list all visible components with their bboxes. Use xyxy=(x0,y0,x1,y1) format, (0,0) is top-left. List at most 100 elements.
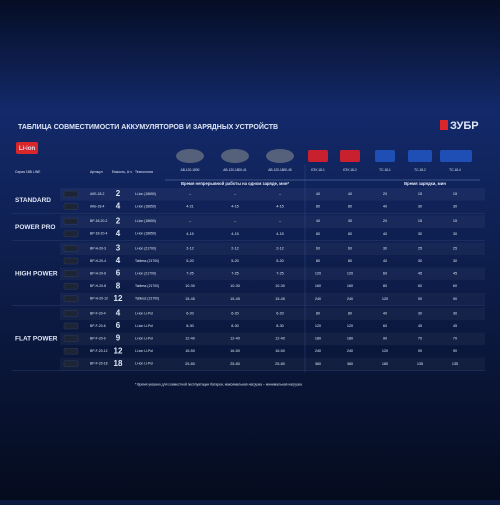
row-band xyxy=(60,188,485,201)
battery-icon xyxy=(63,245,79,252)
capacity: 4 xyxy=(116,202,121,211)
battery-icon xyxy=(63,190,79,198)
capacity: 3 xyxy=(116,244,121,253)
cell: 120 xyxy=(315,272,321,276)
row-band xyxy=(60,242,485,255)
technology: Li-ion (18650) xyxy=(135,204,156,208)
article: ВР-18-20-4 xyxy=(90,232,107,236)
capacity: 2 xyxy=(116,189,121,198)
battery-icon xyxy=(63,335,79,342)
cell: 12-40 xyxy=(185,337,195,341)
cell: 8-30 xyxy=(186,324,194,328)
cell: 6-20 xyxy=(231,311,239,315)
cell: – xyxy=(234,192,237,196)
cell: 4-15 xyxy=(231,205,239,209)
cell: 160 xyxy=(315,284,321,288)
group-name: POWER PRO xyxy=(15,224,55,231)
capacity: 4 xyxy=(116,309,121,318)
column-header: ТС-18-2 xyxy=(414,168,426,172)
cell: 7-25 xyxy=(231,272,239,276)
cell: 2-12 xyxy=(231,246,239,250)
cell: 180 xyxy=(382,362,388,366)
article: ВР-F-20-18 xyxy=(90,362,108,366)
cell: 7-25 xyxy=(186,272,194,276)
cell: 180 xyxy=(347,337,353,341)
cell: 2-12 xyxy=(186,246,194,250)
cell: 90 xyxy=(383,337,387,341)
capacity: 2 xyxy=(116,216,121,225)
cell: 90 xyxy=(453,297,457,301)
cell: 6-20 xyxy=(276,311,284,315)
cell: 80 xyxy=(316,259,320,263)
technology: Li-ion (21700) xyxy=(135,271,156,275)
cell: 10-30 xyxy=(230,284,240,288)
battery-icon xyxy=(63,270,79,277)
column-header: Технология xyxy=(135,170,153,174)
column-header: ТС-18-4 xyxy=(449,168,461,172)
cell: 15 xyxy=(453,192,457,196)
row-band xyxy=(60,267,485,281)
cell: 160 xyxy=(347,284,353,288)
cell: 240 xyxy=(347,349,353,353)
cell: 16-50 xyxy=(230,349,240,353)
cell: 25-80 xyxy=(230,362,240,366)
tool-images xyxy=(176,149,472,163)
brand: ЗУБР xyxy=(450,120,479,132)
cell: 12-40 xyxy=(275,337,285,341)
column-header: EЗУ-18-2 xyxy=(343,168,357,172)
column-header: ТС-18-1 xyxy=(379,168,391,172)
technology: Li-ion (18650) xyxy=(135,232,156,236)
technology: Tabless (21700) xyxy=(135,284,159,288)
cell: 15 xyxy=(418,219,422,223)
footnote: * Время указано для совместной эксплуата… xyxy=(135,382,302,386)
capacity: 6 xyxy=(116,269,121,278)
cell: 120 xyxy=(382,349,388,353)
battery-icon xyxy=(63,360,79,367)
article: ВР-F-20-4 xyxy=(90,311,106,315)
cell: 135 xyxy=(452,362,458,366)
cell: 16-50 xyxy=(275,349,285,353)
cell: 15 xyxy=(418,192,422,196)
cell: 120 xyxy=(347,324,353,328)
column-header: AB-120-1800 xyxy=(181,168,200,172)
cell: 40 xyxy=(383,205,387,209)
cell: 30 xyxy=(383,246,387,250)
cell: 25 xyxy=(418,246,422,250)
group-name: FLAT POWER xyxy=(15,335,58,342)
badge-bg xyxy=(16,142,38,154)
capacity: 12 xyxy=(114,294,123,303)
cell: – xyxy=(279,192,282,196)
cell: 16-50 xyxy=(185,349,195,353)
battery-icon xyxy=(63,295,79,302)
cell: 45 xyxy=(453,324,457,328)
column-header: AB-120-1800-45 xyxy=(268,168,292,172)
cell: 15-45 xyxy=(185,297,195,301)
battery-icon xyxy=(63,203,79,210)
cell: 80 xyxy=(316,311,320,315)
capacity: 12 xyxy=(114,346,123,355)
cell: 40 xyxy=(383,259,387,263)
cell: 120 xyxy=(382,297,388,301)
column-header: Серия 18В LINE xyxy=(15,170,41,174)
battery-icon xyxy=(63,230,79,238)
cell: 60 xyxy=(316,246,320,250)
article: АКБ-18-2 xyxy=(90,192,104,196)
cell: 40 xyxy=(316,219,320,223)
cell: 60 xyxy=(348,246,352,250)
cell: 30 xyxy=(453,232,457,236)
column-header: AB-120-1800-41 xyxy=(223,168,247,172)
cell: 60 xyxy=(453,284,457,288)
cell: 90 xyxy=(418,297,422,301)
cell: 30 xyxy=(348,219,352,223)
cell: 240 xyxy=(347,297,353,301)
cell: 80 xyxy=(348,259,352,263)
row-band xyxy=(60,307,485,320)
cell: 40 xyxy=(348,192,352,196)
cell: 360 xyxy=(347,362,353,366)
technology: Li-ion Li-Pol xyxy=(135,324,153,328)
subheader: Время зарядки, мин xyxy=(404,181,446,186)
cell: 70 xyxy=(418,337,422,341)
cell: 45 xyxy=(453,272,457,276)
battery-icon xyxy=(63,322,79,330)
